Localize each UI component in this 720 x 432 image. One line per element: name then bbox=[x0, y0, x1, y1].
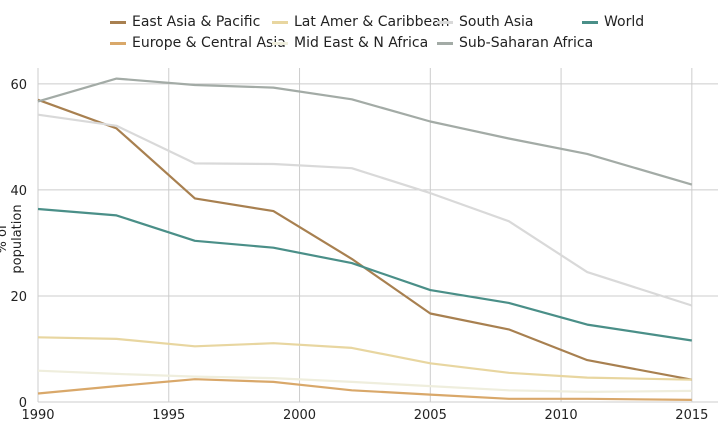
x-tick-label: 2010 bbox=[545, 408, 578, 423]
legend-item: Mid East & N Africa bbox=[272, 35, 428, 51]
legend-label: Sub-Saharan Africa bbox=[459, 35, 594, 51]
series-line-south-asia bbox=[37, 113, 693, 307]
x-tick-label: 2000 bbox=[283, 408, 316, 423]
legend-label: East Asia & Pacific bbox=[132, 14, 261, 30]
series-line-east-asia-pacific bbox=[37, 98, 693, 381]
x-tick-label: 1995 bbox=[152, 408, 185, 423]
y-tick-label: 60 bbox=[10, 78, 27, 93]
legend-swatch bbox=[582, 20, 598, 24]
series-line-europe-central-asia bbox=[37, 378, 692, 401]
legend-item: Lat Amer & Caribbean bbox=[272, 14, 450, 30]
legend-label: Lat Amer & Caribbean bbox=[294, 14, 450, 30]
series-line-world bbox=[37, 207, 692, 342]
legend-item: South Asia bbox=[437, 14, 533, 30]
legend-swatch bbox=[272, 20, 288, 24]
x-tick-label: 1990 bbox=[21, 408, 54, 423]
x-tick-label: 2005 bbox=[414, 408, 447, 423]
legend-label: World bbox=[604, 14, 645, 30]
series-line-lat-amer-caribbean bbox=[37, 336, 692, 381]
chart-legend: East Asia & Pacific Lat Amer & Caribbean S… bbox=[110, 14, 710, 56]
legend-swatch bbox=[110, 20, 126, 24]
legend-label: Mid East & N Africa bbox=[294, 35, 429, 51]
x-tick-label: 2015 bbox=[675, 408, 708, 423]
y-tick-label: 0 bbox=[19, 396, 27, 411]
legend-label: Europe & Central Asia bbox=[132, 35, 286, 51]
legend-item: World bbox=[582, 14, 644, 30]
y-tick-label: 20 bbox=[10, 290, 27, 305]
legend-label: South Asia bbox=[459, 14, 534, 30]
series-line-sub-saharan-africa bbox=[37, 77, 693, 186]
legend-item: Sub-Saharan Africa bbox=[437, 35, 593, 51]
series-line-mid-east-n-africa bbox=[37, 369, 692, 393]
legend-item: East Asia & Pacific bbox=[110, 14, 260, 30]
y-tick-label: 40 bbox=[10, 184, 27, 199]
legend-swatch bbox=[437, 41, 453, 45]
legend-swatch bbox=[437, 20, 453, 24]
legend-item: Europe & Central Asia bbox=[110, 35, 286, 51]
legend-swatch bbox=[110, 41, 126, 45]
legend-swatch bbox=[272, 41, 288, 45]
